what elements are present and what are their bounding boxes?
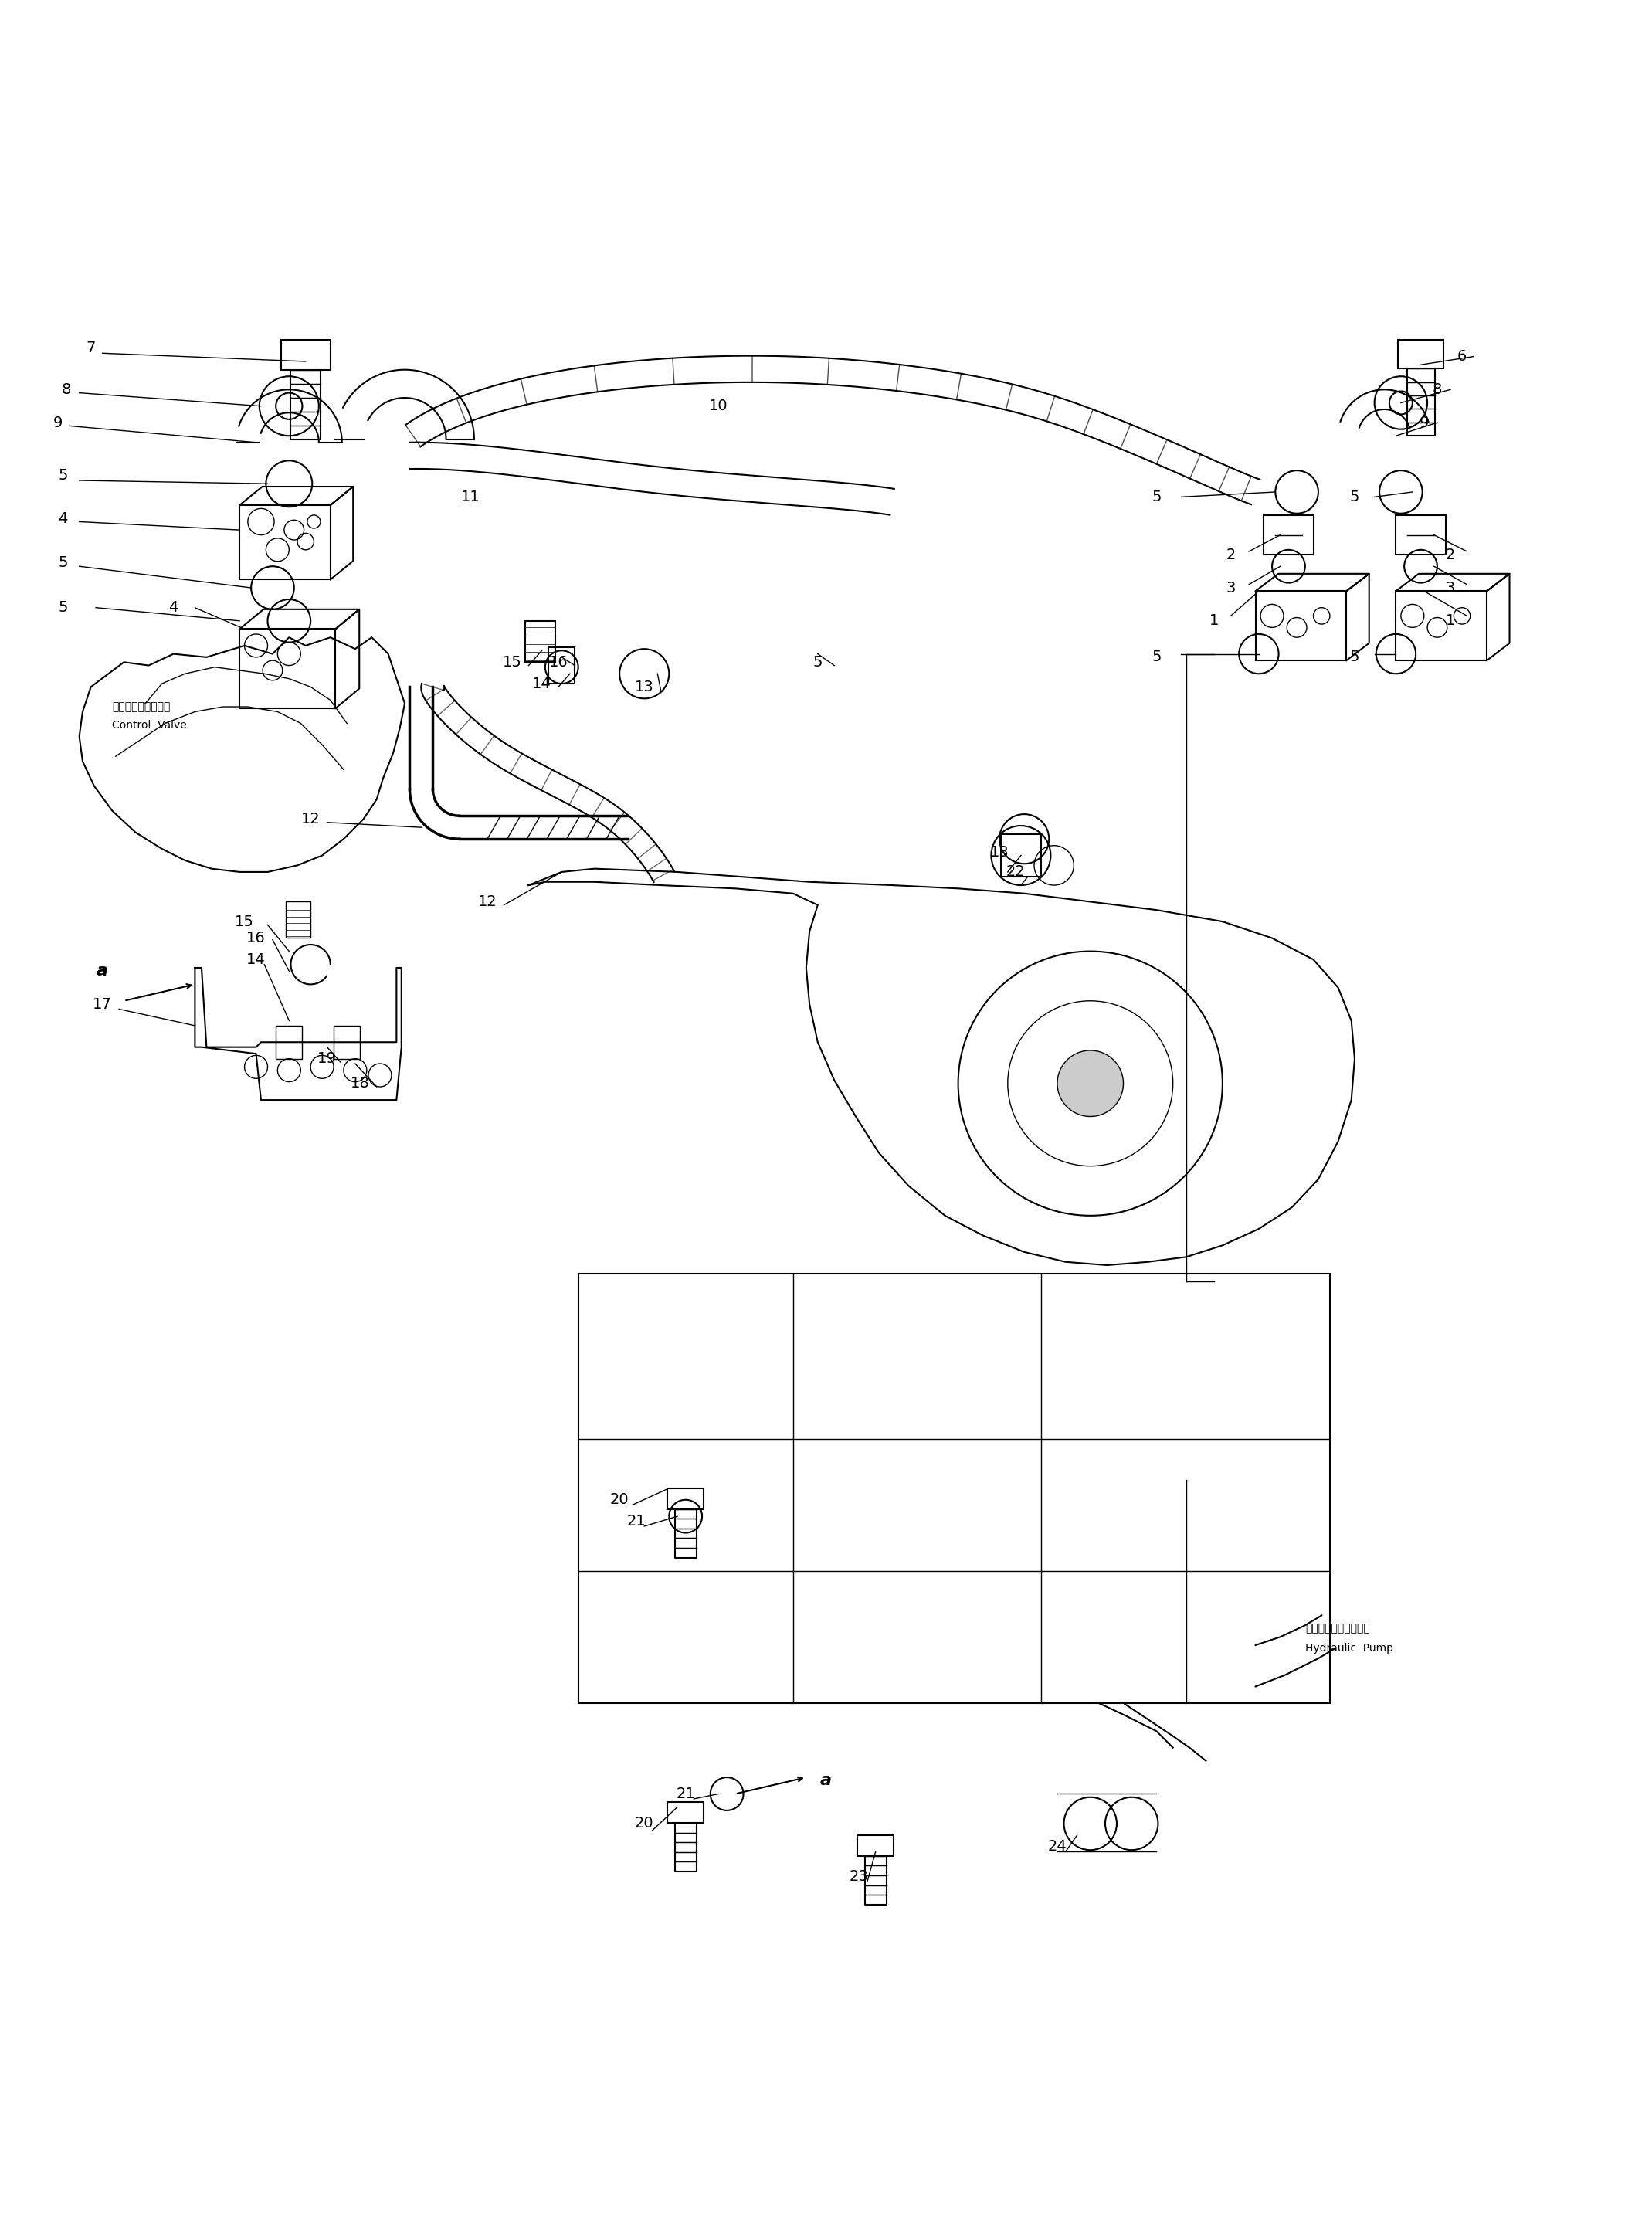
Text: 3: 3 [1446,581,1455,596]
Text: 5: 5 [58,556,68,569]
Bar [1396,516,1446,554]
Text: 9: 9 [53,415,63,431]
Bar [334,1025,360,1058]
Text: 5: 5 [1350,650,1360,665]
Text: 5: 5 [1151,650,1161,665]
Bar [1396,592,1487,661]
Text: 21: 21 [676,1786,695,1802]
Bar [1264,516,1313,554]
Text: 22: 22 [1006,864,1026,880]
Bar [578,1273,1330,1704]
Text: 4: 4 [58,511,68,525]
Bar [286,902,311,938]
Text: Hydraulic  Pump: Hydraulic Pump [1305,1643,1393,1655]
Text: 7: 7 [86,342,96,355]
Text: Control  Valve: Control Valve [112,719,187,730]
Text: 14: 14 [532,677,552,690]
Text: 1: 1 [1209,614,1219,627]
Text: 3: 3 [1226,581,1236,596]
Text: コントロールバルブ: コントロールバルブ [112,701,170,712]
Text: 23: 23 [849,1869,869,1885]
Text: 20: 20 [634,1815,654,1831]
Bar [548,648,575,683]
Text: 5: 5 [58,601,68,614]
Circle shape [1057,1050,1123,1116]
Text: 15: 15 [502,654,522,670]
Text: 21: 21 [626,1514,646,1530]
Text: 16: 16 [548,654,568,670]
Text: 19: 19 [317,1052,337,1065]
Text: 12: 12 [301,813,320,826]
Text: 11: 11 [461,489,481,505]
Text: 8: 8 [1432,382,1442,397]
Bar [276,1025,302,1058]
Text: 13: 13 [990,844,1009,860]
Text: 13: 13 [634,679,654,694]
Bar [1001,833,1041,878]
Text: 1: 1 [1446,614,1455,627]
Text: 8: 8 [61,382,71,397]
Text: 5: 5 [58,469,68,482]
Text: a: a [96,962,109,978]
Text: 24: 24 [1047,1840,1067,1853]
Text: 12: 12 [477,895,497,909]
Text: 10: 10 [709,400,729,413]
Text: 4: 4 [169,601,178,614]
Text: 5: 5 [1350,489,1360,505]
Text: ハイドロリックポンプ: ハイドロリックポンプ [1305,1623,1370,1635]
Text: 2: 2 [1446,547,1455,563]
Text: 15: 15 [235,913,254,929]
Text: 17: 17 [93,996,112,1012]
Bar [240,505,330,581]
Text: 5: 5 [813,654,823,670]
Text: 14: 14 [246,951,266,967]
Text: 18: 18 [350,1076,370,1090]
Text: 9: 9 [1419,415,1429,431]
Bar [525,621,555,663]
Text: 20: 20 [610,1492,629,1507]
Bar [240,630,335,708]
Text: 6: 6 [1457,348,1467,364]
Text: 5: 5 [1151,489,1161,505]
Text: 2: 2 [1226,547,1236,563]
Text: a: a [819,1773,833,1789]
Text: 16: 16 [246,931,266,945]
Bar [1256,592,1346,661]
